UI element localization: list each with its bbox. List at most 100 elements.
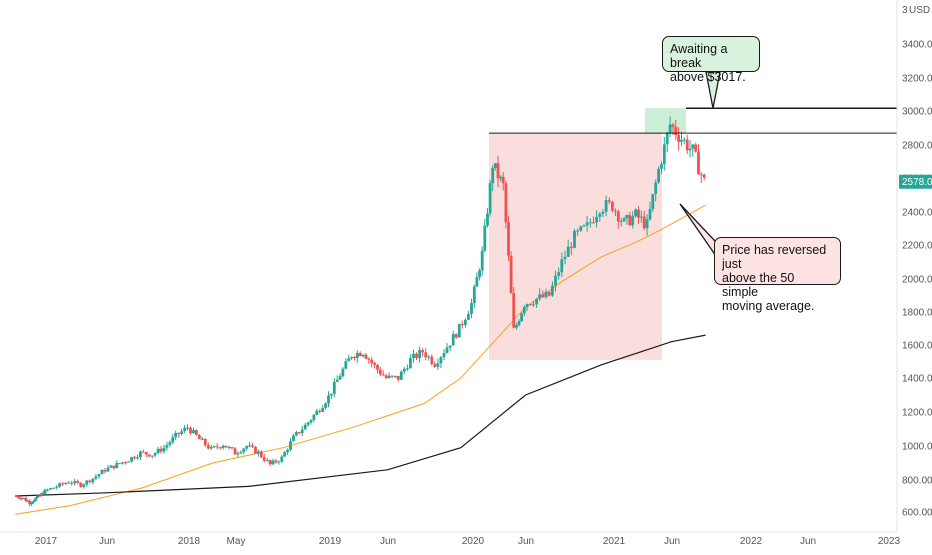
candle-up xyxy=(171,437,175,443)
candle-down xyxy=(671,124,675,127)
sma-200-line xyxy=(15,334,706,497)
candle-up xyxy=(639,216,643,218)
price-badge-bg xyxy=(899,174,932,189)
candle-up xyxy=(393,375,397,377)
candle-down xyxy=(22,497,26,499)
candle-up xyxy=(634,209,637,217)
candle-up xyxy=(85,480,89,485)
y-tick-label: 800.00 xyxy=(902,476,932,487)
candle-up xyxy=(165,445,169,448)
candle-down xyxy=(699,174,703,176)
x-tick-label: Jun xyxy=(800,536,816,547)
y-axis-top-label: 3 xyxy=(902,5,908,16)
candle-up xyxy=(557,272,561,276)
callout-top: Awaiting a break above $3017. xyxy=(662,36,760,84)
candle-down xyxy=(702,174,706,178)
candle-up xyxy=(619,221,623,222)
candle-up xyxy=(168,442,172,445)
y-tick-label: 1600.00 xyxy=(902,341,932,352)
candle-up xyxy=(436,363,440,367)
candle-down xyxy=(694,144,698,152)
x-tick-label: 2022 xyxy=(740,536,763,547)
candle-up xyxy=(330,393,333,396)
candle-up xyxy=(532,304,535,306)
candle-up xyxy=(180,431,183,434)
x-tick-label: Jun xyxy=(518,536,534,547)
candle-up xyxy=(109,465,113,468)
candle-up xyxy=(361,354,365,357)
levels-layer xyxy=(489,107,897,134)
candle-down xyxy=(507,222,510,256)
y-tick-label: 2200.00 xyxy=(902,241,932,252)
candle-up xyxy=(36,495,39,499)
candle-up xyxy=(312,414,316,420)
candle-up xyxy=(183,427,186,432)
candle-up xyxy=(631,216,635,226)
candle-up xyxy=(355,353,359,359)
breakout-zone-box xyxy=(645,108,686,134)
candle-down xyxy=(370,359,374,364)
candle-down xyxy=(637,209,640,218)
candle-up xyxy=(402,368,406,372)
candle-up xyxy=(480,250,484,271)
candle-down xyxy=(614,210,617,212)
candle-down xyxy=(642,216,646,229)
candle-down xyxy=(396,375,400,380)
sma-50-line xyxy=(15,204,706,515)
candle-up xyxy=(399,371,403,380)
candles-layer xyxy=(14,116,706,507)
candle-down xyxy=(206,445,210,449)
candle-up xyxy=(520,313,523,322)
candle-up xyxy=(280,456,284,462)
candle-up xyxy=(245,446,249,449)
candle-up xyxy=(544,291,548,298)
candle-down xyxy=(24,498,28,501)
candle-down xyxy=(677,135,680,142)
candle-up xyxy=(585,222,589,226)
y-tick-label: 3400.00 xyxy=(902,40,932,51)
candle-up xyxy=(387,375,391,378)
candle-down xyxy=(268,460,272,465)
candle-up xyxy=(289,441,292,450)
candle-down xyxy=(14,496,18,497)
candle-down xyxy=(198,435,201,440)
candle-up xyxy=(324,403,327,408)
candle-up xyxy=(654,182,658,194)
candle-up xyxy=(662,144,666,165)
candle-down xyxy=(367,358,371,360)
candle-up xyxy=(341,368,345,377)
candle-up xyxy=(665,133,669,145)
candle-up xyxy=(573,230,576,248)
candle-up xyxy=(645,219,649,229)
candle-up xyxy=(156,448,160,454)
candle-up xyxy=(680,139,683,142)
candle-up xyxy=(327,395,330,404)
candle-up xyxy=(150,455,154,457)
candle-down xyxy=(203,438,207,445)
candle-up xyxy=(295,432,298,436)
y-tick-label: 2000.00 xyxy=(902,275,932,286)
candle-up xyxy=(106,467,110,472)
x-tick-label: 2017 xyxy=(35,536,58,547)
candle-up xyxy=(32,501,35,503)
candle-up xyxy=(136,457,139,459)
candle-down xyxy=(41,493,45,495)
candle-up xyxy=(292,435,295,442)
candle-down xyxy=(512,293,516,328)
candle-up xyxy=(283,452,287,457)
candle-up xyxy=(121,462,125,464)
x-tick-label: 2018 xyxy=(178,536,201,547)
candle-up xyxy=(525,304,529,307)
y-axis: 3 USD 600.00 800.00 1000.00 1200.00 1400.00 1… xyxy=(896,0,932,532)
candle-up xyxy=(660,164,663,169)
x-tick-label: 2023 xyxy=(878,536,901,547)
candle-down xyxy=(376,364,379,370)
candle-up xyxy=(657,168,660,183)
candle-up xyxy=(517,321,521,326)
candle-up xyxy=(445,347,449,353)
candle-down xyxy=(262,457,266,461)
candle-down xyxy=(215,446,219,448)
candle-up xyxy=(58,483,61,487)
candle-up xyxy=(130,457,133,462)
candle-up xyxy=(30,502,33,505)
